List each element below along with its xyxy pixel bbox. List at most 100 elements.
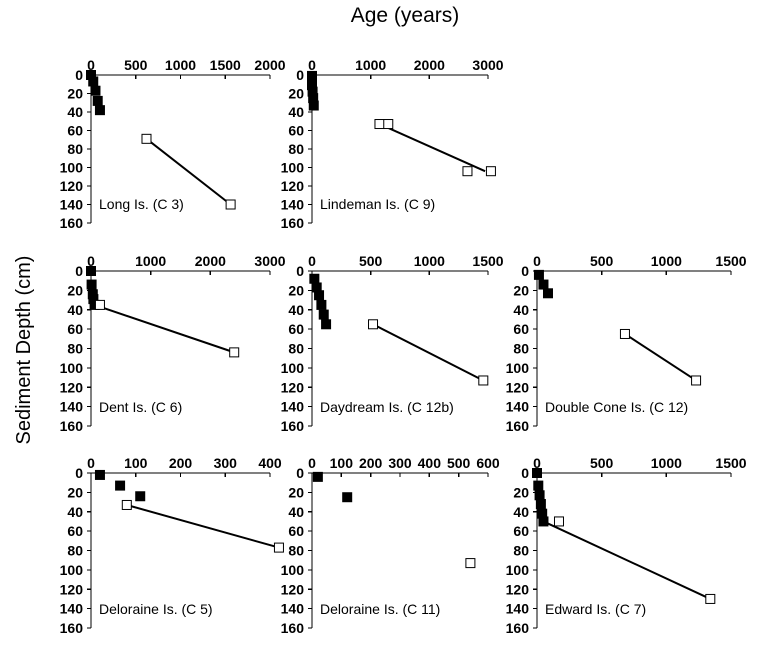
y-tick-label: 0 <box>296 67 304 83</box>
y-tick-label: 120 <box>281 379 305 395</box>
filled-square-point <box>88 76 99 87</box>
filled-square-point <box>533 480 544 491</box>
y-tick-label: 140 <box>281 601 305 617</box>
y-tick-label: 140 <box>60 197 84 213</box>
y-tick-label: 120 <box>60 581 84 597</box>
x-tick-label: 1000 <box>651 253 682 269</box>
y-tick-label: 100 <box>506 562 530 578</box>
filled-square-point <box>321 319 332 330</box>
x-tick-label: 0 <box>87 455 95 471</box>
panel-2: 0 1000 2000 3000020406080100120140160Lindem… <box>281 57 504 231</box>
open-square-point <box>368 319 379 330</box>
y-tick-label: 40 <box>513 302 529 318</box>
x-tick-label: 300 <box>214 455 238 471</box>
y-tick-label: 160 <box>506 418 530 434</box>
open-square-point <box>273 542 284 553</box>
y-tick-label: 100 <box>281 360 305 376</box>
y-tick-label: 160 <box>60 418 84 434</box>
y-tick-label: 60 <box>67 321 83 337</box>
x-tick-label: 0 <box>308 455 316 471</box>
y-tick-label: 40 <box>67 302 83 318</box>
y-tick-label: 20 <box>288 86 304 102</box>
y-tick-label: 100 <box>506 360 530 376</box>
x-tick-label: 3000 <box>254 253 285 269</box>
panel-label: Double Cone Is. (C 12) <box>545 399 688 415</box>
fit-line <box>543 520 711 600</box>
y-tick-label: 80 <box>288 141 304 157</box>
y-tick-label: 20 <box>288 282 304 298</box>
panel-label: Daydream Is. (C 12b) <box>320 399 454 415</box>
filled-square-point <box>533 269 544 280</box>
open-square-point <box>121 499 132 510</box>
x-tick-label: 500 <box>359 253 383 269</box>
filled-square-point <box>86 279 97 290</box>
x-tick-label: 1000 <box>651 455 682 471</box>
open-square-point <box>141 133 152 144</box>
x-tick-label: 100 <box>330 455 354 471</box>
y-tick-label: 20 <box>513 484 529 500</box>
x-tick-label: 0 <box>87 57 95 73</box>
y-tick-label: 40 <box>513 504 529 520</box>
x-tick-label: 600 <box>476 455 500 471</box>
y-tick-label: 120 <box>506 581 530 597</box>
y-tick-label: 0 <box>296 263 304 279</box>
filled-square-point <box>318 309 329 320</box>
x-tick-label: 2000 <box>195 253 226 269</box>
panel-6: 0 100 200 300 400020406080100120140160Delora… <box>60 455 284 636</box>
y-tick-label: 140 <box>60 601 84 617</box>
x-tick-label: 0 <box>533 253 541 269</box>
y-tick-label: 60 <box>288 523 304 539</box>
filled-square-point <box>542 288 553 299</box>
x-tick-label: 1000 <box>135 253 166 269</box>
y-tick-label: 140 <box>506 601 530 617</box>
x-tick-label: 500 <box>590 455 614 471</box>
x-tick-label: 0 <box>533 455 541 471</box>
y-tick-label: 100 <box>60 160 84 176</box>
y-tick-label: 0 <box>296 465 304 481</box>
panel-1: 0 500 1000 1500 2000020406080100120140160Lon… <box>60 57 286 231</box>
filled-square-point <box>316 299 327 310</box>
open-square-point <box>383 119 394 130</box>
x-tick-label: 200 <box>359 455 383 471</box>
panel-4: 0 500 1000 1500020406080100120140160Daydrea… <box>281 253 504 434</box>
filled-square-point <box>314 290 325 301</box>
panel-label: Long Is. (C 3) <box>99 196 184 212</box>
y-tick-label: 20 <box>67 282 83 298</box>
x-tick-label: 0 <box>87 253 95 269</box>
y-tick-label: 100 <box>281 562 305 578</box>
y-tick-label: 0 <box>75 465 83 481</box>
open-square-point <box>553 516 564 527</box>
x-tick-label: 400 <box>418 455 442 471</box>
y-tick-label: 20 <box>67 484 83 500</box>
x-tick-label: 1500 <box>472 253 503 269</box>
y-tick-label: 80 <box>67 141 83 157</box>
panel-8: 0 500 1000 1500020406080100120140160Edward … <box>506 455 747 636</box>
filled-square-point <box>538 279 549 290</box>
y-tick-label: 100 <box>60 562 84 578</box>
x-tick-label: 1000 <box>165 57 196 73</box>
panel-label: Edward Is. (C 7) <box>545 601 646 617</box>
panel-5: 0 500 1000 1500020406080100120140160Double … <box>506 253 747 434</box>
fit-line <box>94 303 235 354</box>
y-tick-label: 80 <box>513 543 529 559</box>
y-tick-label: 60 <box>288 321 304 337</box>
y-tick-label: 40 <box>288 104 304 120</box>
x-tick-label: 2000 <box>254 57 285 73</box>
panel-7: 0 100 200 300 400 500 600020406080100120140160… <box>281 455 500 636</box>
x-tick-label: 1500 <box>210 57 241 73</box>
x-tick-label: 1000 <box>414 253 445 269</box>
filled-square-point <box>312 471 323 482</box>
filled-square-point <box>90 85 101 96</box>
x-tick-label: 2000 <box>414 57 445 73</box>
filled-square-point <box>94 469 105 480</box>
y-tick-label: 60 <box>513 523 529 539</box>
x-tick-label: 500 <box>124 57 148 73</box>
fit-line <box>624 333 697 382</box>
filled-square-point <box>538 516 549 527</box>
y-tick-label: 120 <box>281 581 305 597</box>
y-tick-label: 80 <box>67 341 83 357</box>
y-tick-label: 100 <box>281 160 305 176</box>
y-tick-label: 120 <box>281 178 305 194</box>
y-tick-label: 60 <box>288 123 304 139</box>
